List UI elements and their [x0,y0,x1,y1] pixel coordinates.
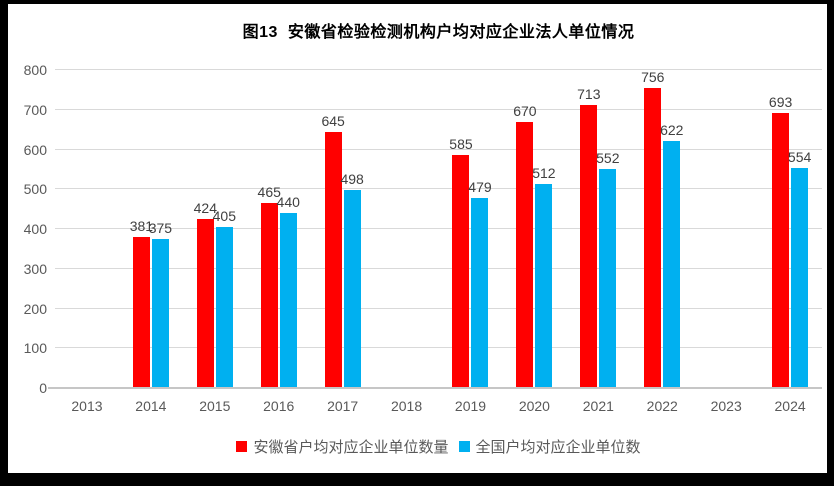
x-axis-line [48,387,822,389]
legend-item-anhui: 安徽省户均对应企业单位数量 [236,436,449,457]
bar-value-label-anhui-2024: 693 [768,93,793,110]
gridline-600 [55,148,822,150]
x-tick-label-2021: 2021 [582,398,614,414]
y-tick-label-700: 700 [23,101,47,118]
y-tick-label-400: 400 [23,221,47,237]
bar-value-label-anhui-2014: 381 [129,217,154,234]
bar-national-2021: 552 [596,150,620,388]
gridline-400 [55,228,822,229]
bar-group-2017: 645 498 [311,70,375,388]
bar-anhui-2022: 756 [641,69,664,388]
y-tick-label-0: 0 [39,380,47,396]
bar-national-2014: 375 [149,220,172,388]
bar-value-label-anhui-2017: 645 [321,112,345,129]
bar-national-2024: 554 [788,149,811,388]
x-tick-label-2022: 2022 [646,398,678,414]
gridline-700 [55,108,822,110]
y-tick-label-600: 600 [23,141,47,158]
bar-value-label-national-2014: 375 [148,219,173,236]
bar-national-2016: 440 [277,194,300,388]
bar-value-label-anhui-2021: 713 [577,85,601,102]
x-tick-label-2014: 2014 [135,398,167,414]
x-tick-label-2015: 2015 [199,398,231,414]
bar-anhui-2024: 693 [769,94,792,388]
legend-label-national: 全国户均对应企业单位数 [475,439,641,456]
bar-group-2019: 585 479 [439,70,503,388]
y-tick-label-100: 100 [23,340,47,357]
bar-group-2018 [375,70,439,388]
bar-value-label-anhui-2022: 756 [641,68,665,85]
y-tick-label-800: 800 [23,62,47,78]
bar-anhui-2019: 585 [449,136,473,388]
bar-anhui-2016: 465 [258,184,281,388]
x-tick-label-2016: 2016 [263,398,295,414]
bar-value-label-national-2021: 552 [596,149,620,166]
bar-value-label-national-2019: 479 [468,178,492,195]
bar-value-label-national-2015: 405 [212,208,236,225]
gridlines [55,69,822,388]
x-tick-label-2023: 2023 [710,398,742,414]
bar-anhui-2021: 713 [577,86,601,388]
bar-anhui-2015: 424 [194,200,217,388]
bar-national-2020: 512 [532,165,556,388]
bar-value-label-anhui-2020: 670 [513,102,537,119]
legend-swatch-national [458,441,470,452]
bar-value-label-national-2020: 512 [532,165,556,182]
x-tick-label-2018: 2018 [390,398,423,414]
y-axis-tick-labels: 0 100 200 300 400 500 600 700 800 [0,62,47,396]
bar-group-2024: 693 554 [758,70,822,388]
bar-national-2022: 622 [660,122,683,388]
bar-value-label-anhui-2016: 465 [257,184,281,201]
bar-anhui-2017: 645 [321,113,345,388]
gridline-300 [55,267,822,269]
bar-national-2017: 498 [340,171,364,388]
bar-value-label-anhui-2015: 424 [193,200,217,217]
x-axis-tick-labels: 2013 2014 2015 2016 2017 2018 2019 2020 2021 2022… [55,398,822,414]
bar-groups: 381 375 424 405 465 440 645 498 585 479 670 512 713 5… [55,69,822,388]
gridline-100 [55,347,822,349]
gridline-500 [55,188,822,190]
y-tick-label-500: 500 [23,181,47,198]
x-tick-label-2024: 2024 [774,398,806,414]
bar-group-2022: 756 622 [630,69,694,388]
bar-value-label-national-2024: 554 [787,148,812,165]
bar-group-2020: 670 512 [502,70,566,388]
bar-national-2015: 405 [213,208,236,388]
bar-value-label-national-2016: 440 [276,194,300,211]
chart-title: 图13 安徽省检验检测机构户均对应企业法人单位情况 [242,24,635,41]
bar-anhui-2014: 381 [130,218,153,388]
legend-label-anhui: 安徽省户均对应企业单位数量 [253,439,449,456]
plot-area: 381 375 424 405 465 440 645 498 585 479 670 512 713 5… [48,69,822,389]
bar-group-2021: 713 552 [566,70,630,388]
bar-group-2013 [55,70,119,388]
bar-anhui-2020: 670 [513,103,537,388]
legend-swatch-anhui [236,441,248,452]
x-tick-label-2013: 2013 [71,398,103,414]
legend-item-national: 全国户均对应企业单位数 [458,436,641,457]
gridline-800 [55,69,822,70]
bar-national-2019: 479 [468,179,492,388]
y-tick-label-300: 300 [23,260,47,277]
bar-group-2016: 465 440 [247,70,311,388]
bar-value-label-anhui-2019: 585 [449,136,473,153]
bar-group-2015: 424 405 [183,70,247,388]
bar-value-label-national-2017: 498 [340,171,364,188]
x-tick-label-2019: 2019 [454,398,487,414]
bar-group-2014: 381 375 [119,70,183,388]
bar-group-2023 [694,70,758,388]
bar-value-label-national-2022: 622 [660,121,684,138]
x-tick-label-2020: 2020 [518,398,550,414]
gridline-200 [55,307,822,309]
y-tick-label-200: 200 [23,300,47,317]
chart-legend: 安徽省户均对应企业单位数量 全国户均对应企业单位数 [55,436,822,457]
x-tick-label-2017: 2017 [327,398,359,414]
